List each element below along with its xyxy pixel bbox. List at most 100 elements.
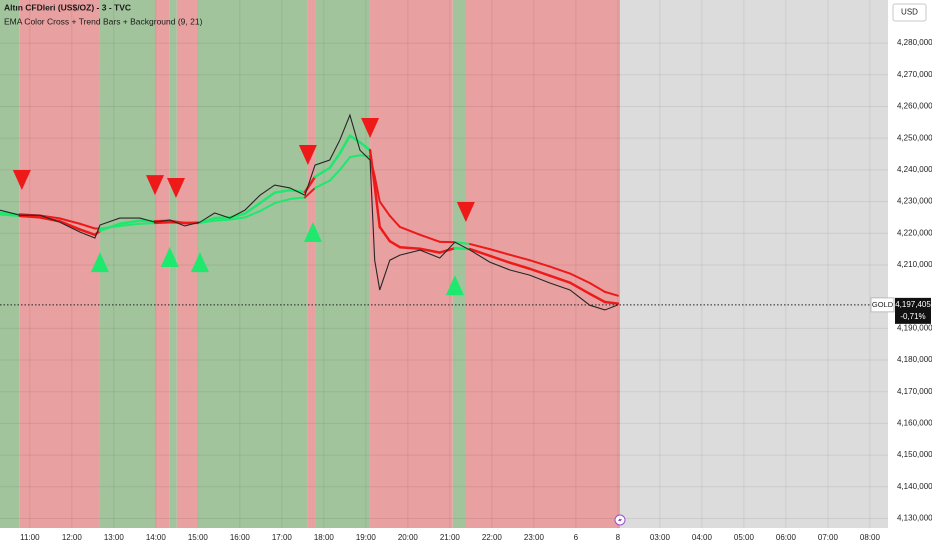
ema-segment (0, 212, 21, 218)
trend-band (315, 0, 371, 528)
ema-segment (378, 200, 391, 217)
ema-segment (288, 196, 306, 201)
y-tick-label: 4,270,000 (897, 70, 932, 79)
ema-segment (18, 214, 42, 219)
price-axis (888, 0, 932, 550)
x-tick-label: 06:00 (776, 533, 797, 542)
ema-segment (243, 201, 262, 215)
y-tick-label: 4,180,000 (897, 355, 932, 364)
y-tick-label: 4,170,000 (897, 387, 932, 396)
chart-subtitle: EMA Color Cross + Trend Bars + Backgroun… (4, 16, 203, 26)
ema-segment (508, 261, 531, 271)
y-tick-label: 4,250,000 (897, 133, 932, 142)
ema-segment (418, 247, 442, 254)
ema-segment (588, 292, 607, 304)
x-tick-label: 18:00 (314, 533, 335, 542)
ema-segment (213, 218, 231, 222)
price-line (0, 113, 619, 311)
ema-segment (468, 247, 492, 258)
y-tick-label: 4,190,000 (897, 323, 932, 332)
ema-segment (58, 217, 81, 225)
last-price-label: 4,197,405 (895, 300, 931, 309)
x-tick-label: 8 (616, 533, 621, 542)
ema-segment (588, 282, 606, 293)
ema-segment (258, 191, 276, 205)
signal-arrow (160, 247, 179, 268)
signal-arrow (190, 252, 209, 273)
y-tick-label: 4,210,000 (897, 260, 932, 269)
y-tick-label: 4,240,000 (897, 165, 932, 174)
ema-segment (568, 281, 592, 296)
ema-segment (243, 210, 262, 219)
x-tick-label: 15:00 (188, 533, 209, 542)
x-tick-label: 14:00 (146, 533, 167, 542)
ema-segment (373, 175, 381, 203)
change-label: -0,71% (900, 312, 925, 321)
x-tick-label: 13:00 (104, 533, 125, 542)
signal-arrow (456, 202, 475, 223)
y-tick-label: 4,150,000 (897, 450, 932, 459)
signal-arrow (167, 177, 186, 198)
ema-segment (388, 214, 401, 228)
ema-segment (368, 148, 376, 187)
trend-band (99, 0, 156, 528)
ema-segment (358, 141, 372, 152)
x-tick-label: 20:00 (398, 533, 419, 542)
symbol-label: GOLD (872, 300, 894, 309)
ema-segment (314, 179, 331, 189)
ema-segment (328, 168, 341, 182)
x-tick-label: 11:00 (20, 533, 40, 542)
signal-arrow (146, 175, 165, 196)
event-icon-bolt (618, 516, 622, 524)
y-tick-label: 4,280,000 (897, 38, 932, 47)
x-tick-label: 21:00 (440, 533, 461, 542)
plot-area (0, 0, 888, 528)
ema-segment (303, 186, 317, 199)
ema-segment (488, 248, 511, 256)
ema-segment (328, 152, 342, 170)
trend-band (0, 0, 20, 528)
y-tick-label: 4,140,000 (897, 482, 932, 491)
signal-arrow (12, 170, 31, 191)
ema-segment (453, 241, 472, 246)
trend-band (197, 0, 308, 528)
ema-segment (348, 154, 361, 159)
x-tick-label: 07:00 (818, 533, 839, 542)
y-tick-label: 4,220,000 (897, 228, 932, 237)
ema-segment (569, 272, 591, 285)
ema-segment (388, 239, 402, 249)
trend-band (19, 0, 100, 528)
currency-box[interactable] (892, 3, 927, 22)
x-tick-label: 6 (574, 533, 579, 542)
chart-title: Altın CFDleri (US$/OZ) - 3 - TVC (4, 2, 131, 12)
currency: USD (901, 8, 918, 17)
time-axis (0, 528, 888, 550)
ema-segment (198, 216, 216, 225)
x-tick-label: 12:00 (62, 533, 83, 542)
ema-segment (398, 225, 422, 236)
ema-segment (548, 274, 572, 284)
signal-arrow (303, 221, 322, 242)
x-tick-label: 23:00 (524, 533, 545, 542)
ema-segment (373, 184, 381, 229)
ema-segment (338, 134, 352, 155)
ema-segment (78, 222, 96, 230)
ema-segment (419, 233, 441, 243)
y-tick-label: 4,130,000 (897, 514, 932, 523)
ema-segment (469, 243, 491, 251)
signal-arrow (361, 118, 380, 139)
ema-segment (378, 225, 392, 243)
ema-segment (398, 245, 422, 251)
x-tick-label: 05:00 (734, 533, 755, 542)
ema-segment (528, 267, 552, 277)
signal-arrow (90, 252, 109, 273)
ema-segment (603, 300, 620, 305)
ema-segment (118, 222, 141, 227)
ema-segment (348, 134, 362, 144)
trend-band (370, 0, 453, 528)
ema-segment (313, 166, 331, 179)
ema-segment (273, 198, 291, 205)
axes: 4,130,000 4,140,000 4,150,000 4,160,000 4,17… (20, 38, 932, 542)
x-tick-label: 22:00 (482, 533, 503, 542)
